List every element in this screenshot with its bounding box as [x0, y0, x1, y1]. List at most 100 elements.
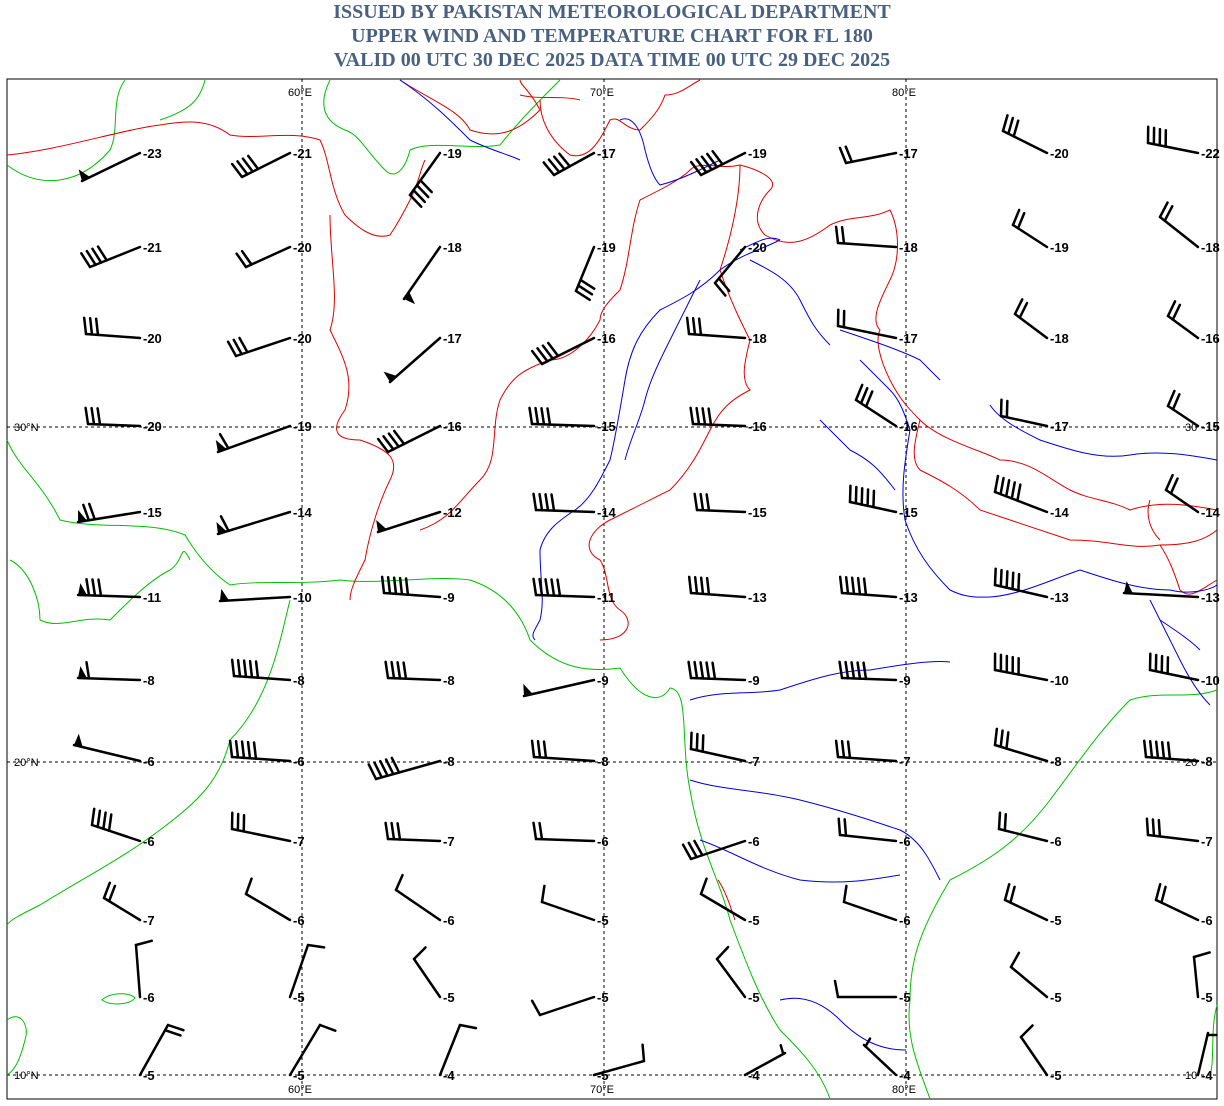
wind-barb [102, 881, 142, 922]
barb-pennant [74, 733, 83, 748]
lon-label-70e-bottom: 70°E [590, 1084, 614, 1096]
barb-staff [540, 336, 596, 366]
barb-staff [993, 583, 1049, 599]
barb-staff [993, 743, 1049, 763]
barb-pennant [78, 169, 91, 181]
temperature-label: -5 [293, 1068, 305, 1083]
barb-feather [697, 317, 703, 337]
temperature-label: -17 [899, 146, 918, 161]
barb-feather [715, 945, 730, 961]
temperature-label: -8 [293, 673, 305, 688]
wind-barb [574, 245, 596, 302]
barb-feather [862, 661, 868, 681]
barb-staff [836, 324, 898, 340]
barb-staff [218, 595, 292, 603]
temperature-label: -6 [293, 913, 305, 928]
wind-barb [1145, 817, 1200, 843]
wind-barb [699, 877, 747, 922]
barb-feather [999, 476, 1005, 496]
barb-feather [80, 252, 92, 269]
barb-staff [84, 332, 142, 340]
temperature-label: -4 [899, 1068, 911, 1083]
barb-feather [102, 811, 107, 831]
barb-feather [1166, 741, 1172, 761]
lat-label-30-right: 30 [1185, 422, 1197, 434]
barb-feather [558, 152, 572, 168]
temperature-labels: -23 -21 -19 -17 -19 -17 -20 -22 -21 -20 -18 -19 -20 -… [143, 146, 1221, 1083]
barb-feather [394, 873, 404, 892]
barb-feather [218, 432, 230, 450]
barb-feather [856, 661, 862, 680]
barb-feather [91, 578, 97, 597]
barb-feather [398, 576, 404, 596]
barb-feather [705, 576, 711, 596]
barb-staff [522, 678, 596, 698]
barb-feather [532, 577, 538, 597]
barb-pennant [376, 519, 387, 532]
temperature-label: -20 [143, 331, 162, 346]
barb-staff [402, 245, 442, 301]
temperature-label: -6 [597, 834, 609, 849]
temperature-label: -4 [748, 1068, 760, 1083]
barb-staff [993, 668, 1049, 682]
barb-feather [528, 406, 534, 426]
temperature-label: -5 [748, 913, 760, 928]
temperature-label: -15 [143, 505, 162, 520]
wind-barb [532, 577, 596, 599]
barb-feather [1009, 885, 1016, 904]
wind-barb [592, 1043, 646, 1077]
barb-staff [408, 151, 442, 197]
barb-pennant [78, 583, 87, 596]
barb-feather [1016, 211, 1026, 230]
barb-feather [833, 979, 840, 999]
barb-feather [530, 739, 536, 759]
barb-feather [862, 577, 868, 597]
barb-pennant [523, 683, 533, 696]
wind-barb [528, 406, 596, 428]
barb-staff [689, 839, 747, 861]
wind-barb [1196, 1031, 1218, 1077]
barb-feather [236, 659, 242, 678]
barb-feather [1158, 201, 1169, 219]
wind-barb [1122, 581, 1200, 599]
barb-feather [689, 160, 703, 177]
barb-feather [705, 661, 711, 680]
barb-feather [536, 739, 542, 759]
temperature-label: -5 [1050, 990, 1062, 1005]
issuer-title: ISSUED BY PAKISTAN METEOROLOGICAL DEPART… [333, 1, 891, 23]
wind-barb [384, 821, 442, 843]
barb-feather [1011, 571, 1015, 591]
barb-feather [412, 188, 427, 204]
wind-barb [84, 406, 142, 428]
barb-feather [247, 154, 260, 171]
temperature-label: -5 [899, 990, 911, 1005]
wind-barb [90, 807, 142, 843]
temperature-label: -20 [293, 240, 312, 255]
barb-feather [226, 340, 238, 358]
wind-barb [1011, 208, 1049, 249]
barb-feather [854, 383, 864, 402]
temperature-label: -21 [293, 146, 312, 161]
wind-barb [230, 811, 292, 843]
barb-feather [390, 821, 396, 841]
lon-label-60e-bottom: 60°E [288, 1084, 312, 1096]
wind-barb [402, 245, 442, 305]
lon-label-60e-top: 60°E [288, 87, 312, 99]
temperature-label: -18 [899, 240, 918, 255]
barb-feather [534, 406, 540, 426]
barb-feather [232, 338, 243, 356]
barb-feather [699, 661, 705, 680]
temperature-label: -15 [1201, 419, 1220, 434]
barb-feather [542, 740, 548, 760]
barb-pennant [404, 291, 416, 305]
barb-feather [530, 349, 544, 366]
barb-pennant [215, 440, 227, 452]
wind-barb [218, 588, 292, 603]
wind-barb [530, 995, 596, 1017]
barb-feather [94, 317, 100, 337]
wind-barb [854, 383, 898, 428]
barb-feather [540, 407, 546, 426]
wind-barb [384, 660, 442, 682]
wind-barb [838, 145, 898, 165]
barb-staff [1192, 955, 1200, 999]
